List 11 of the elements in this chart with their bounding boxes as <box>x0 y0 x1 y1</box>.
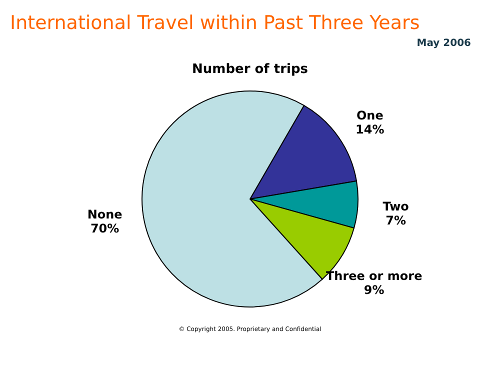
data-label: 7% <box>386 214 406 228</box>
chart-title: International Travel within Past Three Years <box>10 12 420 34</box>
slice-label: Two <box>382 200 409 214</box>
data-label: 14% <box>356 122 384 137</box>
slice-label: One <box>356 108 384 123</box>
data-label: 9% <box>364 282 384 297</box>
text: May 2006 <box>416 38 472 49</box>
data-label: 70% <box>90 221 120 236</box>
chart-subtitle: Number of trips <box>192 62 308 77</box>
slice-label: Three or more <box>326 268 422 283</box>
slice-label: None <box>87 207 122 222</box>
